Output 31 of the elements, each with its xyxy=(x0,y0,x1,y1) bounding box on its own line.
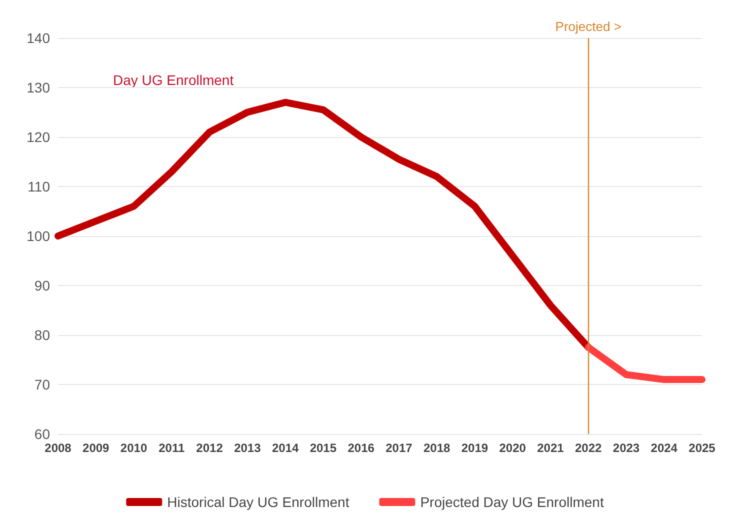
legend-label: Projected Day UG Enrollment xyxy=(420,494,604,510)
x-tick-label: 2011 xyxy=(158,441,185,455)
x-tick-label: 2009 xyxy=(82,441,110,455)
y-tick-label: 120 xyxy=(26,129,50,145)
y-tick-label: 60 xyxy=(34,426,50,442)
ref-line-label: Projected > xyxy=(555,19,622,34)
y-tick-label: 80 xyxy=(34,327,50,343)
x-tick-label: 2024 xyxy=(650,441,678,455)
x-tick-label: 2019 xyxy=(461,441,488,455)
y-tick-label: 130 xyxy=(26,80,50,96)
x-tick-label: 2012 xyxy=(196,441,224,455)
x-tick-label: 2010 xyxy=(120,441,148,455)
annotation: Day UG Enrollment xyxy=(113,72,234,88)
x-tick-label: 2018 xyxy=(423,441,450,455)
y-tick-label: 90 xyxy=(34,278,50,294)
x-tick-label: 2021 xyxy=(537,441,564,455)
y-tick-label: 70 xyxy=(34,376,50,392)
x-tick-label: 2008 xyxy=(44,441,72,455)
x-tick-label: 2013 xyxy=(234,441,262,455)
x-tick-label: 2016 xyxy=(348,441,375,455)
x-tick-label: 2022 xyxy=(575,441,602,455)
x-tick-label: 2023 xyxy=(612,441,640,455)
x-tick-label: 2015 xyxy=(310,441,337,455)
x-tick-label: 2014 xyxy=(272,441,299,455)
x-tick-label: 2025 xyxy=(688,441,716,455)
y-tick-label: 140 xyxy=(26,30,50,46)
x-tick-label: 2017 xyxy=(386,441,413,455)
x-tick-label: 2020 xyxy=(499,441,526,455)
y-tick-label: 100 xyxy=(26,228,50,244)
y-tick-label: 110 xyxy=(28,178,50,194)
legend-label: Historical Day UG Enrollment xyxy=(167,494,350,510)
